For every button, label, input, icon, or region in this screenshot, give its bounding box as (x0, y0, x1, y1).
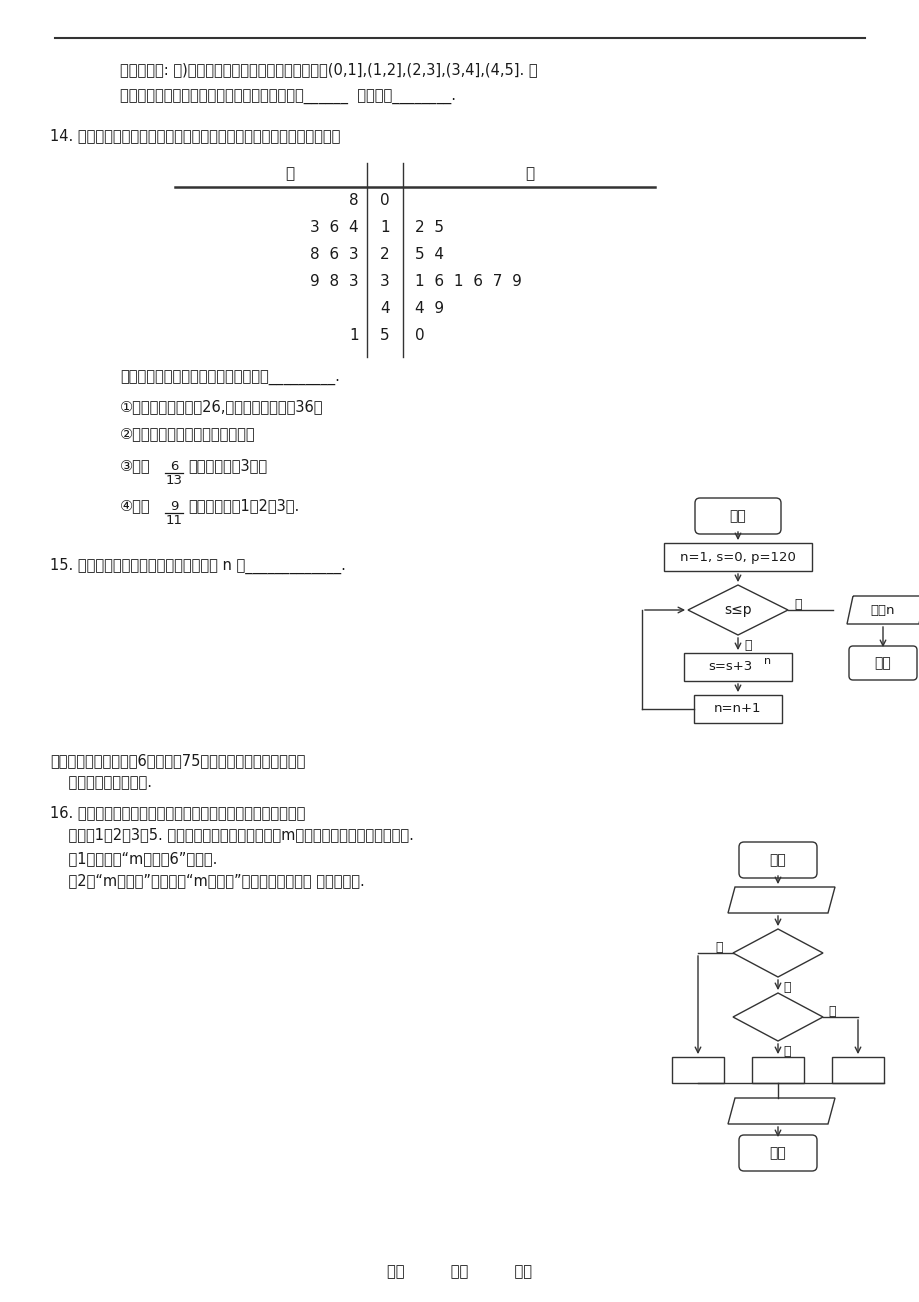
Text: 是: 是 (782, 980, 789, 993)
Text: 开始: 开始 (769, 853, 786, 867)
Text: 5  4: 5 4 (414, 247, 444, 262)
Text: s=s+3: s=s+3 (707, 660, 752, 673)
Text: s≤p: s≤p (723, 603, 751, 617)
Text: 15. 执行如图所示的程序框图，则输出的 n 为_____________.: 15. 执行如图所示的程序框图，则输出的 n 为_____________. (50, 559, 346, 574)
Text: 结束: 结束 (874, 656, 891, 671)
Text: （1）求事件“m不小于6”的概率.: （1）求事件“m不小于6”的概率. (50, 852, 217, 866)
Text: 根据以上茌叶图，下列说法中正确的有_________.: 根据以上茌叶图，下列说法中正确的有_________. (119, 371, 339, 387)
Text: 三、解答题：本大题六6小题，全75分，解答应写出文字说明、: 三、解答题：本大题六6小题，全75分，解答应写出文字说明、 (50, 753, 305, 768)
Text: 3  6  4: 3 6 4 (310, 220, 358, 234)
Text: 输出n: 输出n (869, 604, 894, 617)
Text: 甲: 甲 (285, 165, 294, 181)
Text: 14. 某赛季甲、乙两名篮球运动员每场比赛得分情况用茌叶图表示如图：: 14. 某赛季甲、乙两名篮球运动员每场比赛得分情况用茌叶图表示如图： (50, 128, 340, 143)
Text: 否: 否 (715, 941, 722, 954)
Bar (664, 543, 811, 572)
Text: ①甲得分的中位数为26,乙得分的中位数为36；: ①甲得分的中位数为26,乙得分的中位数为36； (119, 398, 323, 414)
Text: 水量（单位: 吨)的频率分布直方图，其中分组区间为(0,1],(1,2],(2,3],(3,4],(4,5]. 则: 水量（单位: 吨)的频率分布直方图，其中分组区间为(0,1],(1,2],(2,… (119, 62, 537, 77)
Text: 8: 8 (349, 193, 358, 208)
Text: 0: 0 (414, 328, 425, 342)
Text: 3: 3 (380, 273, 390, 289)
Text: 否: 否 (827, 1005, 834, 1018)
Text: 1: 1 (380, 220, 390, 234)
Bar (671, 1057, 723, 1083)
Text: ③乙有: ③乙有 (119, 458, 151, 473)
Text: 11: 11 (165, 514, 182, 527)
Text: 2: 2 (380, 247, 390, 262)
Text: 4  9: 4 9 (414, 301, 444, 316)
Text: 由直方图可估计该城市居民月均用水量的众数是______  中位数是________.: 由直方图可估计该城市居民月均用水量的众数是______ 中位数是________… (119, 90, 456, 105)
Text: 的叶集中在茌3上；: 的叶集中在茌3上； (187, 458, 267, 473)
Text: 4: 4 (380, 301, 390, 316)
Text: 9  8  3: 9 8 3 (310, 273, 358, 289)
Text: 着数字1，2，3，5. 同时投掷这两枚玩具一次，记m为两个朝下的面上的数字之和.: 着数字1，2，3，5. 同时投掷这两枚玩具一次，记m为两个朝下的面上的数字之和. (50, 827, 414, 842)
Text: 的叶集中在茌1、2、3上.: 的叶集中在茌1、2、3上. (187, 497, 299, 513)
Text: 0: 0 (380, 193, 390, 208)
Text: n=n+1: n=n+1 (713, 703, 761, 716)
Text: 5: 5 (380, 328, 390, 342)
Text: 开始: 开始 (729, 509, 745, 523)
Text: 1  6  1  6  7  9: 1 6 1 6 7 9 (414, 273, 521, 289)
Bar (683, 654, 791, 681)
Bar (693, 695, 781, 723)
Text: 2  5: 2 5 (414, 220, 444, 234)
Text: 是: 是 (743, 639, 751, 652)
Text: n=1, s=0, p=120: n=1, s=0, p=120 (679, 551, 795, 564)
Text: 结束: 结束 (769, 1146, 786, 1160)
Text: 8  6  3: 8 6 3 (310, 247, 358, 262)
Text: 乙: 乙 (525, 165, 534, 181)
Bar (751, 1057, 803, 1083)
Bar (831, 1057, 883, 1083)
Text: 1: 1 (349, 328, 358, 342)
Text: （2）“m为奇数”的概率和“m为偶数”的概率是否相等？ 并给出证明.: （2）“m为奇数”的概率和“m为偶数”的概率是否相等？ 并给出证明. (50, 874, 364, 888)
Text: n: n (763, 656, 770, 667)
Text: 6: 6 (170, 460, 178, 473)
Text: 否: 否 (793, 598, 800, 611)
Text: ④甲有: ④甲有 (119, 497, 151, 513)
Text: 证明过程或演算步骤.: 证明过程或演算步骤. (50, 775, 152, 790)
Text: 用心          爱心          专心: 用心 爱心 专心 (387, 1264, 532, 1280)
Text: ②甲、乙比较，甲的稳定性更好；: ②甲、乙比较，甲的稳定性更好； (119, 426, 255, 441)
Text: 13: 13 (165, 474, 182, 487)
Text: 是: 是 (782, 1046, 789, 1059)
Text: 16. 两枚大小相同、质地均匀地正四面体玩具的各个面上分别定: 16. 两枚大小相同、质地均匀地正四面体玩具的各个面上分别定 (50, 805, 305, 820)
Text: 9: 9 (170, 500, 178, 513)
